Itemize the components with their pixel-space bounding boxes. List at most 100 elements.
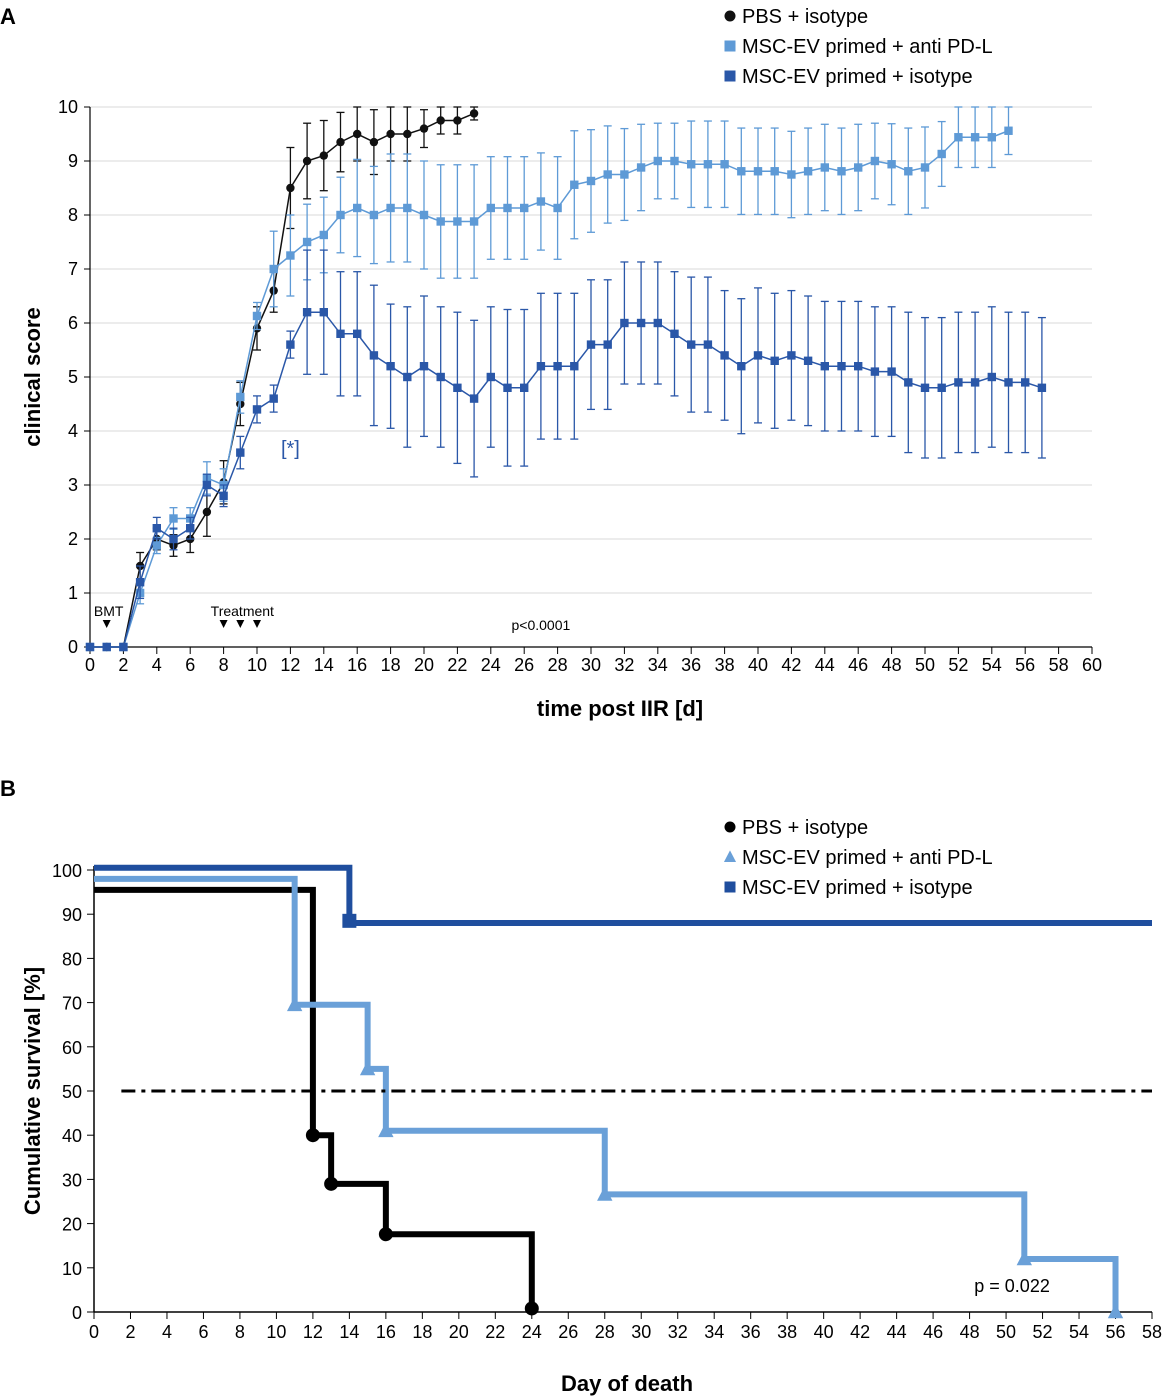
panel-a-data-point xyxy=(269,264,278,274)
panel-b-survival-curve xyxy=(94,886,535,1312)
panel-a-series-line xyxy=(90,311,1043,648)
panel-a-data-point xyxy=(753,167,763,176)
panel-a-x-tick-label: 26 xyxy=(514,655,534,675)
panel-a-data-point xyxy=(336,137,345,147)
panel-a-y-tick-label: 8 xyxy=(68,205,78,225)
panel-a-data-point xyxy=(570,180,579,189)
panel-a-data-point xyxy=(119,642,128,652)
panel-a-data-point xyxy=(152,524,161,533)
panel-a-treatment-label: Treatment xyxy=(211,603,274,619)
panel-a-series-3 xyxy=(85,249,1047,652)
panel-b-censor-marker xyxy=(378,1227,393,1242)
panel-a-data-point xyxy=(269,394,278,403)
panel-b-y-tick-label: 50 xyxy=(62,1082,82,1102)
panel-b-legend-swatch xyxy=(724,821,736,833)
panel-a-data-point xyxy=(536,362,546,371)
panel-a-data-point xyxy=(319,230,328,240)
panel-a-x-tick-label: 8 xyxy=(219,655,229,675)
panel-b-y-tick-label: 40 xyxy=(62,1126,82,1146)
panel-a-x-tick-label: 36 xyxy=(681,655,701,675)
panel-a-bmt-label: BMT xyxy=(94,603,124,619)
panel-a-x-tick-label: 0 xyxy=(85,655,95,675)
panel-a-data-point xyxy=(603,340,612,349)
panel-a-y-tick-label: 4 xyxy=(68,421,78,441)
panel-a-data-point xyxy=(620,170,629,179)
panel-b-x-tick-label: 24 xyxy=(522,1322,542,1342)
panel-a-data-point xyxy=(520,203,529,213)
panel-a-x-tick-label: 44 xyxy=(815,655,835,675)
panel-a-data-point xyxy=(1037,383,1047,392)
panel-a-data-point xyxy=(252,311,262,321)
panel-b-x-tick-label: 2 xyxy=(125,1322,135,1342)
panel-b-censor-marker xyxy=(597,1186,613,1201)
panel-a-y-tick-label: 1 xyxy=(68,583,78,603)
panel-a-x-tick-label: 20 xyxy=(414,655,434,675)
panel-a-y-tick-label: 5 xyxy=(68,367,78,387)
panel-a-data-point xyxy=(453,383,462,392)
panel-a-data-point xyxy=(970,378,980,387)
panel-a-data-point xyxy=(720,160,729,169)
panel-b-censor-marker xyxy=(1107,1303,1124,1319)
panel-a-data-point xyxy=(486,203,495,213)
panel-a-data-point xyxy=(586,340,596,349)
panel-a-data-point xyxy=(102,642,111,652)
panel-a-x-tick-label: 42 xyxy=(781,655,801,675)
panel-a-y-tick-label: 3 xyxy=(68,475,78,495)
panel-a-x-tick-label: 56 xyxy=(1015,655,1035,675)
panel-a-data-point xyxy=(336,329,345,338)
panel-a-data-point xyxy=(954,133,963,142)
panel-a-y-tick-label: 0 xyxy=(68,637,78,657)
panel-a-data-point xyxy=(503,203,512,213)
panel-a-data-point xyxy=(770,167,779,176)
panel-b-y-tick-label: 60 xyxy=(62,1038,82,1058)
panel-a-legend-label: PBS + isotype xyxy=(742,6,868,28)
panel-a-data-point xyxy=(302,308,312,317)
panel-b-x-tick-label: 36 xyxy=(741,1322,761,1342)
panel-a-data-point xyxy=(737,167,746,176)
panel-b-x-tick-label: 22 xyxy=(485,1322,505,1342)
panel-a-data-point xyxy=(486,372,495,382)
panel-a-x-tick-label: 52 xyxy=(948,655,968,675)
panel-b-x-tick-label: 52 xyxy=(1033,1322,1053,1342)
panel-a-p-value: p<0.0001 xyxy=(512,617,571,633)
panel-b-legend: PBS + isotype MSC-EV primed + anti PD-L MS… xyxy=(723,817,993,899)
panel-a-data-point xyxy=(837,362,846,371)
panel-a-x-tick-label: 14 xyxy=(314,655,334,675)
panel-b-x-tick-label: 30 xyxy=(631,1322,651,1342)
panel-a-x-tick-label: 2 xyxy=(118,655,128,675)
panel-b-x-axis-title: Day of death xyxy=(561,1371,693,1396)
panel-a-data-point xyxy=(803,356,813,365)
panel-a-data-point xyxy=(386,129,395,139)
panel-a-x-tick-label: 28 xyxy=(548,655,568,675)
panel-a-legend-label: MSC-EV primed + isotype xyxy=(742,66,973,88)
panel-a-data-point xyxy=(236,392,245,402)
panel-a-data-point xyxy=(353,329,362,338)
panel-a-data-point xyxy=(970,133,980,142)
panel-b-censor-marker xyxy=(324,1176,339,1191)
panel-b-y-tick-label: 70 xyxy=(62,994,82,1014)
panel-a-series-line xyxy=(90,112,475,648)
panel-a-significance-marker: [*] xyxy=(281,438,300,460)
panel-a-y-tick-label: 6 xyxy=(68,313,78,333)
panel-a-legend-label: MSC-EV primed + anti PD-L xyxy=(742,36,993,58)
panel-a-data-point xyxy=(369,210,379,220)
panel-a-data-point xyxy=(353,129,362,139)
panel-a-y-axis-title: clinical score xyxy=(20,307,45,446)
panel-b-x-tick-label: 18 xyxy=(412,1322,432,1342)
panel-a-data-point xyxy=(636,318,646,328)
panel-a-x-tick-label: 32 xyxy=(614,655,634,675)
panel-b-legend-label: PBS + isotype xyxy=(742,817,868,839)
panel-a-data-point xyxy=(152,541,161,550)
panel-a-data-point xyxy=(837,167,846,176)
panel-b-x-tick-label: 46 xyxy=(923,1322,943,1342)
panel-b-x-tick-label: 40 xyxy=(814,1322,834,1342)
panel-a-data-point xyxy=(453,217,462,226)
panel-b-x-tick-label: 38 xyxy=(777,1322,797,1342)
panel-b-censor-marker xyxy=(378,1122,394,1138)
panel-a-data-point xyxy=(670,329,679,338)
panel-b-survival-curve xyxy=(94,875,1119,1312)
panel-a-data-point xyxy=(252,405,262,414)
panel-b-x-tick-label: 32 xyxy=(668,1322,688,1342)
panel-b-x-tick-label: 58 xyxy=(1142,1322,1162,1342)
